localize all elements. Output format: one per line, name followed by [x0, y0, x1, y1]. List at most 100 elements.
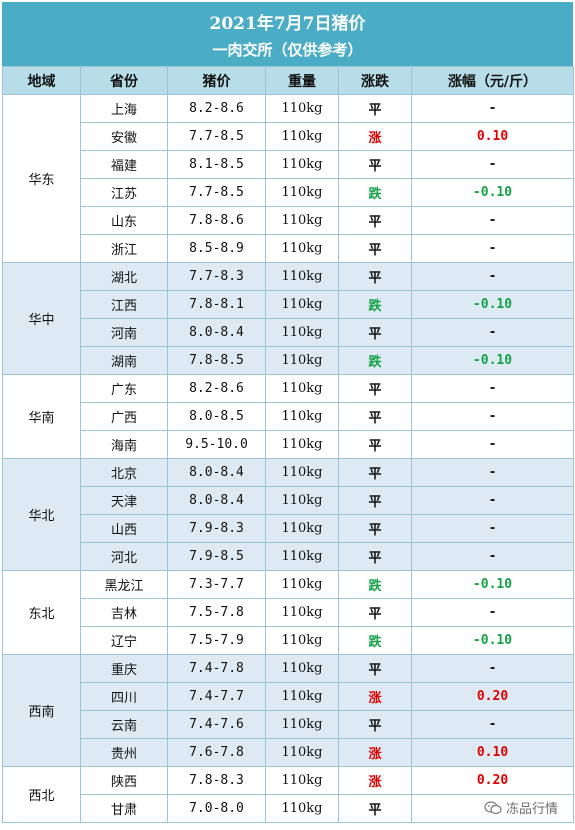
weight-cell: 110kg: [265, 514, 339, 543]
region-cell: 东北: [2, 570, 81, 655]
province-cell: 江苏: [80, 178, 168, 207]
price-cell: 7.3-7.7: [167, 570, 266, 599]
page-subtitle: 一肉交所（仅供参考）: [212, 41, 363, 59]
change-cell: -: [411, 234, 574, 263]
weight-cell: 110kg: [265, 150, 339, 179]
table-row: 华北 北京 8.0-8.4 110kg 平 -: [2, 458, 574, 571]
province-cell: 江西: [80, 290, 168, 319]
trend-cell: 平: [338, 542, 412, 571]
table-row: 天津 8.0-8.4 110kg 平 -: [3, 486, 574, 515]
province-cell: 河南: [80, 318, 168, 347]
source-watermark: 冻品行情: [480, 797, 561, 818]
table-row: 河北 7.9-8.5 110kg 平 -: [3, 542, 574, 571]
weight-cell: 110kg: [265, 234, 339, 263]
weight-cell: 110kg: [265, 178, 339, 207]
watermark-text: 冻品行情: [505, 802, 558, 817]
table-row: 山东 7.8-8.6 110kg 平 -: [3, 206, 574, 235]
change-cell: 0.20: [411, 766, 574, 795]
trend-cell: 平: [338, 654, 412, 683]
change-cell: 0.10: [411, 122, 574, 151]
table-row: 西北 陕西 7.8-8.3 110kg 涨 0.20: [2, 766, 574, 823]
province-cell: 山西: [80, 514, 168, 543]
price-cell: 7.0-8.0: [167, 794, 266, 823]
province-cell: 海南: [80, 430, 168, 459]
price-cell: 8.0-8.4: [167, 318, 266, 347]
trend-cell: 涨: [338, 766, 412, 795]
trend-cell: 平: [338, 458, 412, 487]
price-cell: 8.0-8.5: [167, 402, 266, 431]
change-cell: -: [411, 206, 574, 235]
trend-cell: 平: [338, 234, 412, 263]
change-cell: -: [411, 598, 574, 627]
change-cell: -0.10: [411, 290, 574, 319]
price-cell: 7.4-7.6: [167, 710, 266, 739]
price-cell: 7.4-7.7: [167, 682, 266, 711]
weight-cell: 110kg: [265, 570, 339, 599]
table-row: 东北 黑龙江 7.3-7.7 110kg 跌 -0.10: [2, 570, 574, 655]
trend-cell: 平: [338, 262, 412, 291]
province-cell: 广西: [80, 402, 168, 431]
trend-cell: 跌: [338, 626, 412, 655]
trend-cell: 平: [338, 430, 412, 459]
change-cell: -: [411, 514, 574, 543]
price-cell: 7.6-7.8: [167, 738, 266, 767]
trend-cell: 平: [338, 206, 412, 235]
col-header-price: 猪价: [167, 66, 266, 95]
col-header-weight: 重量: [265, 66, 339, 95]
weight-cell: 110kg: [265, 94, 339, 123]
table-row: 河南 8.0-8.4 110kg 平 -: [3, 318, 574, 347]
price-cell: 9.5-10.0: [167, 430, 266, 459]
col-header-trend: 涨跌: [338, 66, 412, 95]
trend-cell: 涨: [338, 682, 412, 711]
price-cell: 8.5-8.9: [167, 234, 266, 263]
province-cell: 吉林: [80, 598, 168, 627]
change-cell: -: [411, 486, 574, 515]
trend-cell: 平: [338, 374, 412, 403]
trend-cell: 平: [338, 318, 412, 347]
price-cell: 8.0-8.4: [167, 458, 266, 487]
change-cell: -0.10: [411, 570, 574, 599]
province-cell: 天津: [80, 486, 168, 515]
col-header-province: 省份: [80, 66, 168, 95]
price-cell: 7.9-8.3: [167, 514, 266, 543]
table-body: 华东 上海 8.2-8.6 110kg 平 - 安徽 7.7-8.5 110kg 涨 0.10 福建 8…: [2, 94, 574, 823]
trend-cell: 平: [338, 710, 412, 739]
trend-cell: 跌: [338, 346, 412, 375]
weight-cell: 110kg: [265, 318, 339, 347]
province-cell: 湖北: [80, 262, 168, 291]
change-cell: -0.10: [411, 626, 574, 655]
table-row: 吉林 7.5-7.8 110kg 平 -: [3, 598, 574, 627]
change-cell: -: [411, 318, 574, 347]
trend-cell: 平: [338, 486, 412, 515]
table-row: 辽宁 7.5-7.9 110kg 跌 -0.10: [3, 626, 574, 655]
price-cell: 7.8-8.3: [167, 766, 266, 795]
province-cell: 湖南: [80, 346, 168, 375]
weight-cell: 110kg: [265, 262, 339, 291]
col-header-change: 涨幅（元/斤）: [411, 66, 574, 95]
province-cell: 甘肃: [80, 794, 168, 823]
weight-cell: 110kg: [265, 430, 339, 459]
table-row: 江苏 7.7-8.5 110kg 跌 -0.10: [3, 178, 574, 207]
province-cell: 陕西: [80, 766, 168, 795]
price-cell: 7.7-8.3: [167, 262, 266, 291]
weight-cell: 110kg: [265, 738, 339, 767]
change-cell: 0.20: [411, 682, 574, 711]
change-cell: -: [411, 402, 574, 431]
trend-cell: 涨: [338, 738, 412, 767]
table-row: 华中 湖北 7.7-8.3 110kg 平 -: [2, 262, 574, 375]
change-cell: -0.10: [411, 178, 574, 207]
weight-cell: 110kg: [265, 654, 339, 683]
change-cell: -: [411, 654, 574, 683]
change-cell: -: [411, 150, 574, 179]
table-row: 四川 7.4-7.7 110kg 涨 0.20: [3, 682, 574, 711]
table-row: 贵州 7.6-7.8 110kg 涨 0.10: [3, 738, 574, 767]
wechat-icon: [484, 800, 502, 814]
title-banner: 2021年7月7日猪价 一肉交所（仅供参考）: [2, 2, 573, 66]
change-cell: -: [411, 458, 574, 487]
col-header-region: 地域: [2, 66, 81, 95]
table-row: 华南 广东 8.2-8.6 110kg 平 -: [2, 374, 574, 459]
price-cell: 7.5-7.8: [167, 598, 266, 627]
price-cell: 7.8-8.6: [167, 206, 266, 235]
province-cell: 黑龙江: [80, 570, 168, 599]
price-cell: 8.2-8.6: [167, 94, 266, 123]
